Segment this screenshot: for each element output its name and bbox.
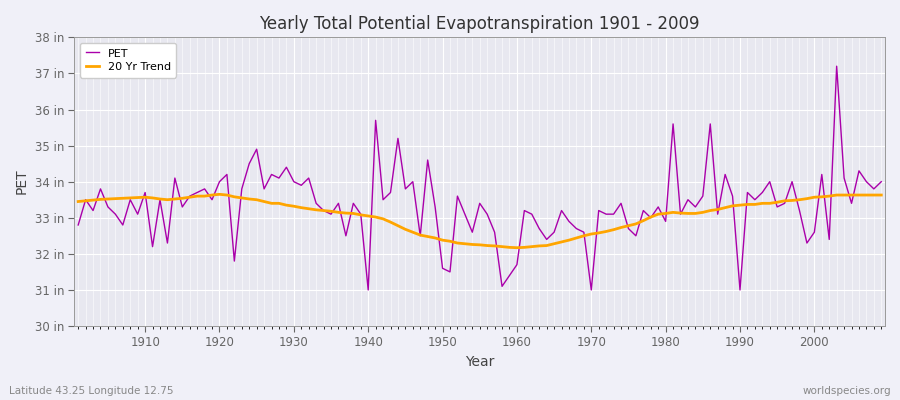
Text: worldspecies.org: worldspecies.org (803, 386, 891, 396)
Legend: PET, 20 Yr Trend: PET, 20 Yr Trend (80, 43, 176, 78)
20 Yr Trend (519, 245, 530, 250)
20 Yr Trend (214, 192, 225, 197)
Title: Yearly Total Potential Evapotranspiration 1901 - 2009: Yearly Total Potential Evapotranspiratio… (259, 15, 700, 33)
20 Yr Trend (616, 225, 626, 230)
20 Yr Trend (303, 206, 314, 211)
PET (340, 234, 351, 238)
Y-axis label: PET: PET (15, 169, 29, 194)
PET (519, 208, 530, 213)
PET (363, 288, 374, 292)
20 Yr Trend (526, 244, 537, 249)
PET (296, 183, 307, 188)
PET (608, 212, 619, 216)
20 Yr Trend (132, 195, 143, 200)
PET (511, 262, 522, 267)
PET (73, 222, 84, 227)
20 Yr Trend (876, 193, 886, 198)
PET (876, 179, 886, 184)
PET (132, 212, 143, 216)
Text: Latitude 43.25 Longitude 12.75: Latitude 43.25 Longitude 12.75 (9, 386, 174, 396)
20 Yr Trend (511, 245, 522, 250)
20 Yr Trend (348, 211, 359, 216)
PET (832, 64, 842, 69)
X-axis label: Year: Year (465, 355, 494, 369)
Line: PET: PET (78, 66, 881, 290)
Line: 20 Yr Trend: 20 Yr Trend (78, 194, 881, 248)
20 Yr Trend (73, 199, 84, 204)
